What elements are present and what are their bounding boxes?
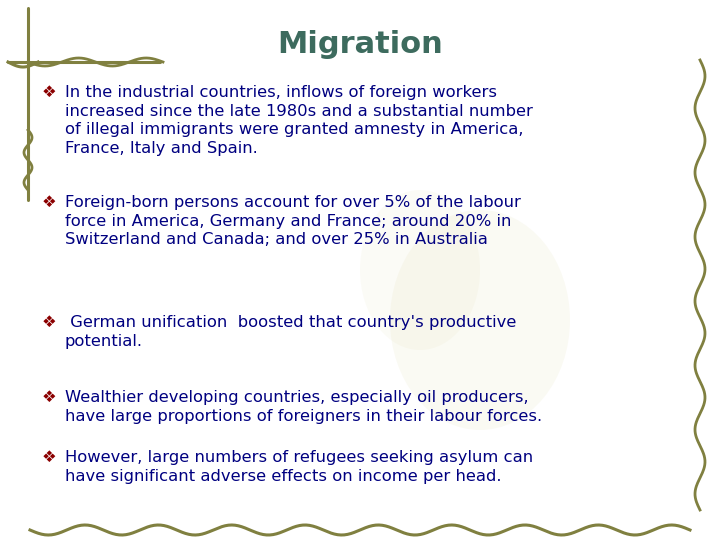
Text: Foreign-born persons account for over 5% of the labour
force in America, Germany: Foreign-born persons account for over 5%…	[65, 195, 521, 247]
Text: Migration: Migration	[277, 30, 443, 59]
Text: ❖: ❖	[42, 85, 56, 100]
Text: Wealthier developing countries, especially oil producers,
have large proportions: Wealthier developing countries, especial…	[65, 390, 542, 423]
Ellipse shape	[390, 210, 570, 430]
Text: However, large numbers of refugees seeking asylum can
have significant adverse e: However, large numbers of refugees seeki…	[65, 450, 533, 484]
Text: ❖: ❖	[42, 195, 56, 210]
Text: ❖: ❖	[42, 450, 56, 465]
Text: German unification  boosted that country's productive
potential.: German unification boosted that country'…	[65, 315, 516, 349]
Text: In the industrial countries, inflows of foreign workers
increased since the late: In the industrial countries, inflows of …	[65, 85, 533, 156]
Text: ❖: ❖	[42, 390, 56, 405]
Ellipse shape	[360, 190, 480, 350]
Text: ❖: ❖	[42, 315, 56, 330]
